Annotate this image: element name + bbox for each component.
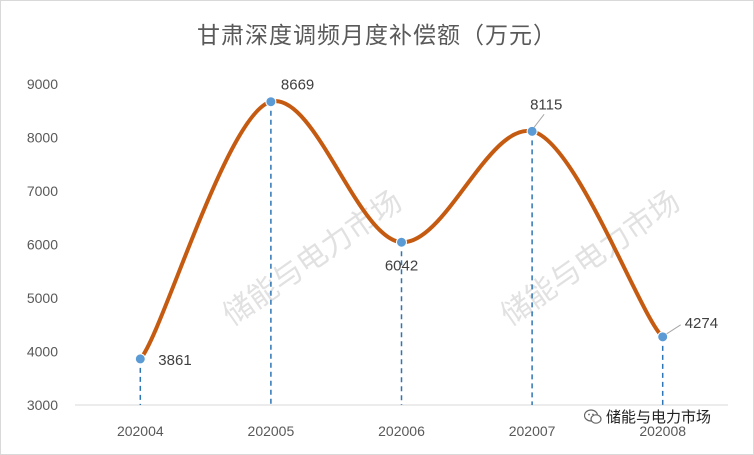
y-tick-label: 8000 [27, 130, 58, 146]
x-tick-label: 202005 [248, 423, 295, 439]
data-point [265, 96, 277, 108]
y-tick-label: 6000 [27, 237, 58, 253]
y-tick-label: 5000 [27, 290, 58, 306]
series-line [138, 99, 665, 361]
x-tick-label: 202004 [117, 423, 164, 439]
data-label: 3861 [158, 352, 191, 369]
wechat-icon [584, 408, 602, 424]
x-tick-label: 202008 [639, 423, 686, 439]
x-tick-label: 202007 [509, 423, 556, 439]
data-label: 6042 [385, 257, 418, 274]
brand-text: 储能与电力市场 [606, 408, 712, 426]
data-point [657, 331, 669, 343]
data-label: 4274 [685, 315, 718, 332]
label-leader-line [533, 114, 545, 128]
data-label: 8115 [530, 96, 562, 113]
label-leader-line [666, 324, 681, 335]
chart-title: 甘肃深度调频月度补偿额（万元） [197, 23, 557, 49]
brand-badge: 储能与电力市场 [584, 406, 711, 427]
y-tick-label: 9000 [27, 76, 58, 92]
y-tick-label: 4000 [27, 344, 58, 360]
data-point [526, 125, 538, 137]
data-point [396, 236, 407, 248]
y-tick-label: 7000 [27, 183, 58, 199]
x-tick-label: 202006 [378, 423, 425, 439]
data-point [134, 353, 146, 365]
y-tick-label: 3000 [27, 397, 58, 413]
data-label: 8669 [281, 77, 314, 94]
